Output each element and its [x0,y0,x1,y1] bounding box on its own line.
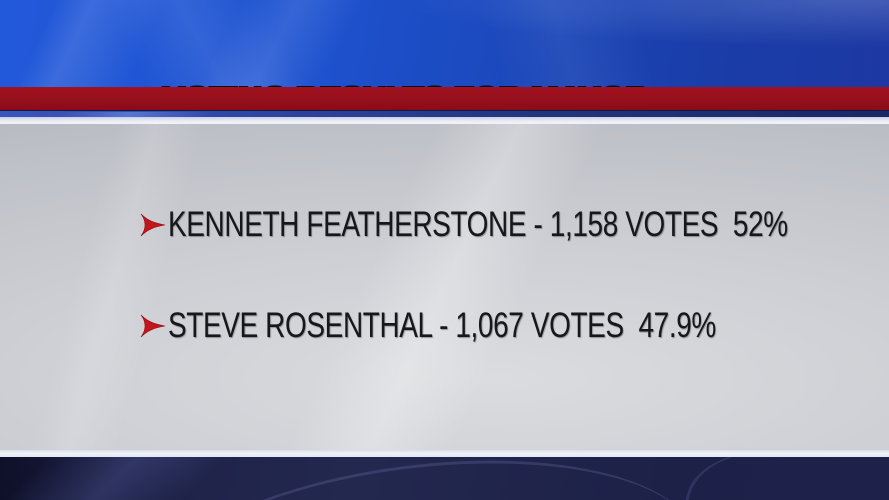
footer-band [0,457,889,500]
separator-blue-line [0,110,889,117]
header-banner [0,0,889,87]
footer-light-strip [0,450,889,457]
footer-dark-wedge [0,457,889,500]
result-row-kenneth-featherstone: KENNETH FEATHERSTONE - 1,158 VOTES 52% [140,205,889,245]
result-row-steve-rosenthal: STEVE ROSENTHAL - 1,067 VOTES 47.9% [140,306,853,346]
results-panel [0,124,889,450]
result-line: STEVE ROSENTHAL - 1,067 VOTES 47.9% [168,306,716,345]
result-line: KENNETH FEATHERSTONE - 1,158 VOTES 52% [168,205,788,244]
subtitle: THE CITY OF INDIANOLA [143,87,431,135]
banner-light-streaks [0,0,889,87]
page-title: VOTING RESULTS FOR MAYOR [145,44,703,120]
separator-light-strip [0,117,889,124]
arrow-bullet-icon [140,314,166,338]
panel-sheen [0,124,889,450]
subtitle-bar: THE CITY OF INDIANOLA [0,87,889,135]
arrow-bullet-icon [140,213,166,237]
